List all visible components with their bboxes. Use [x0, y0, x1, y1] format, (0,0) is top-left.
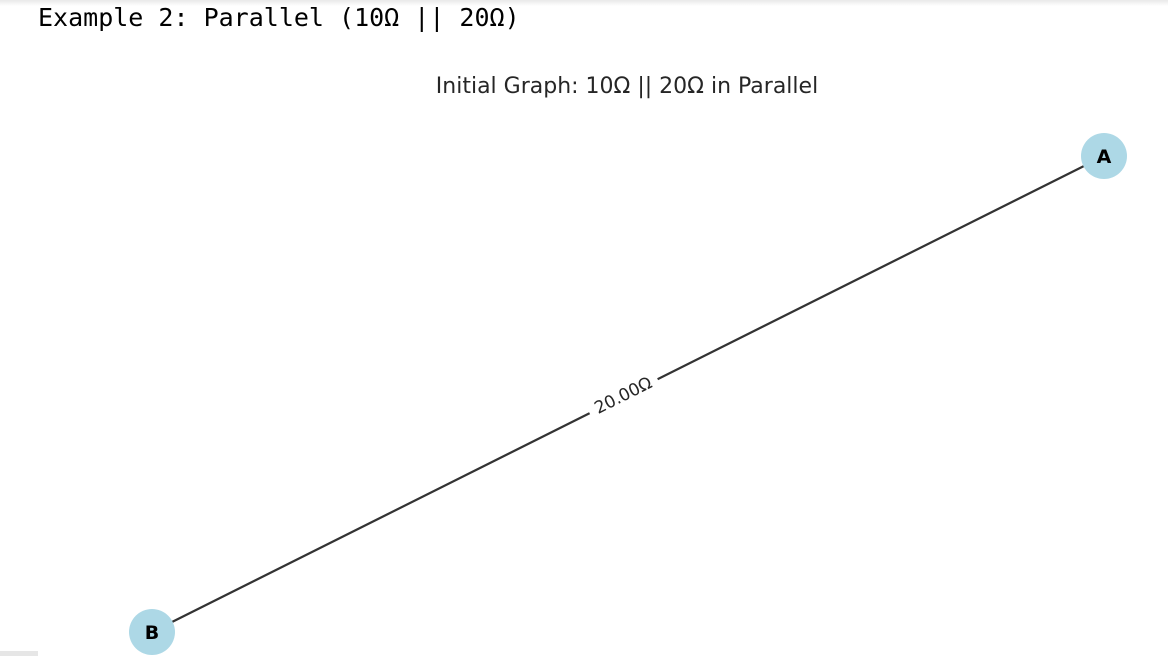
scrollbar-stub [0, 651, 38, 656]
edge-label-background [583, 366, 663, 424]
edge-label-group: 20.00Ω [583, 366, 663, 424]
figure-title: Initial Graph: 10Ω || 20Ω in Parallel [436, 74, 818, 99]
node-a-label: A [1097, 146, 1112, 168]
top-divider [0, 0, 1168, 6]
cell-output-text: Example 2: Parallel (10Ω || 20Ω) [38, 3, 520, 32]
node-b-label: B [145, 622, 159, 644]
node-a [1081, 133, 1127, 179]
node-b [129, 609, 175, 655]
